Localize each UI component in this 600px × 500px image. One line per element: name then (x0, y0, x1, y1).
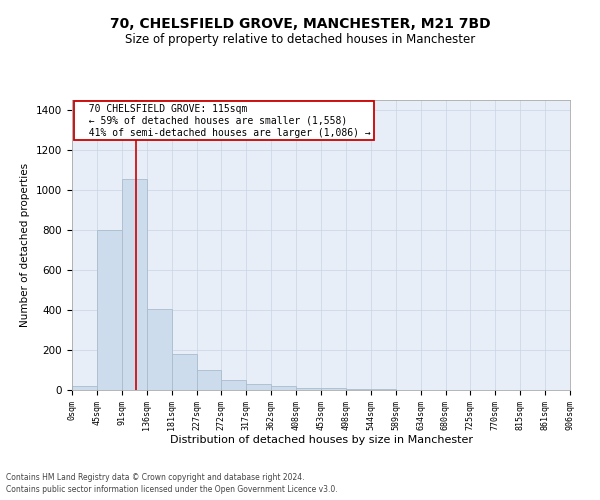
Bar (146, 309, 172, 390)
Bar (247, 384, 271, 390)
Text: 70, CHELSFIELD GROVE, MANCHESTER, M21 7BD: 70, CHELSFIELD GROVE, MANCHESTER, M21 7B… (110, 18, 490, 32)
Bar (271, 386, 296, 390)
Text: Contains public sector information licensed under the Open Government Licence v3: Contains public sector information licen… (6, 485, 338, 494)
Bar (197, 370, 221, 390)
Bar (346, 389, 371, 390)
Text: Size of property relative to detached houses in Manchester: Size of property relative to detached ho… (125, 32, 475, 46)
Bar (321, 388, 346, 390)
Bar (296, 388, 321, 390)
Bar (172, 354, 197, 390)
Bar (72, 386, 97, 390)
Bar (97, 230, 122, 390)
Text: Contains HM Land Registry data © Crown copyright and database right 2024.: Contains HM Land Registry data © Crown c… (6, 474, 305, 482)
X-axis label: Distribution of detached houses by size in Manchester: Distribution of detached houses by size … (170, 436, 473, 446)
Bar (122, 179, 147, 390)
Text: 70 CHELSFIELD GROVE: 115sqm
  ← 59% of detached houses are smaller (1,558)
  41%: 70 CHELSFIELD GROVE: 115sqm ← 59% of det… (77, 104, 371, 138)
Bar (221, 380, 247, 390)
Y-axis label: Number of detached properties: Number of detached properties (20, 163, 31, 327)
